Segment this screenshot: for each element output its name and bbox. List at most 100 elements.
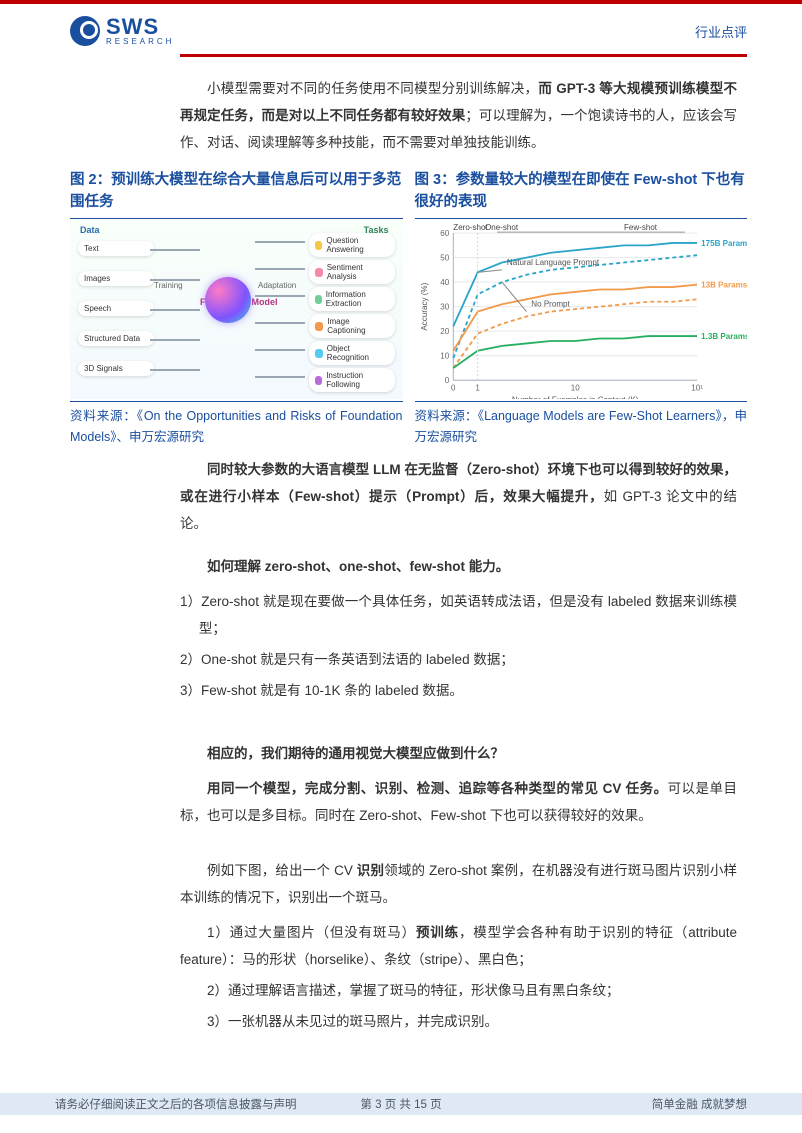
fig2-arrow-icon <box>255 349 305 351</box>
p6-a: 例如下图，给出一个 CV <box>207 863 357 878</box>
p3-heading: 如何理解 zero-shot、one-shot、few-shot 能力。 <box>180 553 737 580</box>
svg-text:Zero-shot: Zero-shot <box>453 223 488 232</box>
fig2-task-swatch-icon <box>315 268 323 277</box>
fig2-label-data: Data <box>80 225 100 235</box>
intro-paragraph: 小模型需要对不同的任务使用不同模型分别训练解决，而 GPT-3 等大规模预训练模… <box>180 75 737 156</box>
fig2-data-pill: Structured Data <box>78 331 154 346</box>
footer-slogan: 简单金融 成就梦想 <box>652 1096 747 1112</box>
figures-row: 图 2：预训练大模型在综合大量信息后可以用于多范围任务 Data Foundat… <box>70 170 747 450</box>
fig2-task-swatch-icon <box>315 349 323 358</box>
p6-bold: 识别 <box>357 863 384 878</box>
figure-3-title: 图 3：参数量较大的模型在即使在 Few-shot 下也有很好的表现 <box>415 170 748 219</box>
fig2-task-swatch-icon <box>315 322 324 331</box>
fig2-data-pill: 3D Signals <box>78 361 154 376</box>
p7-list: 1）通过大量图片（但没有斑马）预训练，模型学会各种有助于识别的特征（attrib… <box>180 919 737 1035</box>
svg-text:1.3B Params: 1.3B Params <box>701 332 747 341</box>
svg-text:0: 0 <box>451 383 456 392</box>
svg-text:13B Params: 13B Params <box>701 281 747 290</box>
svg-text:No Prompt: No Prompt <box>531 300 570 309</box>
p5-paragraph: 用同一个模型，完成分割、识别、检测、追踪等各种类型的常见 CV 任务。可以是单目… <box>180 775 737 829</box>
svg-text:1: 1 <box>475 383 480 392</box>
p3-list-item: 1）Zero-shot 就是现在要做一个具体任务，如英语转成法语，但是没有 la… <box>180 588 737 642</box>
footer: 请务必仔细阅读正文之后的各项信息披露与声明 第 3 页 共 15 页 简单金融 … <box>0 1093 802 1115</box>
p7-item-pre: 1）通过大量图片（但没有斑马） <box>207 925 416 940</box>
footer-page-a: 第 <box>360 1099 375 1111</box>
intro-text-a: 小模型需要对不同的任务使用不同模型分别训练解决， <box>207 81 538 96</box>
fig2-task-pill: Question Answering <box>309 233 395 257</box>
svg-text:20: 20 <box>440 327 449 336</box>
fig2-task-label: Information Extraction <box>326 290 389 308</box>
figure-2-title: 图 2：预训练大模型在综合大量信息后可以用于多范围任务 <box>70 170 403 219</box>
svg-text:Number of Examples in Context: Number of Examples in Context (K) <box>511 395 638 399</box>
p4-heading: 相应的，我们期待的通用视觉大模型应做到什么？ <box>180 740 737 767</box>
header-divider <box>180 54 747 57</box>
fig2-task-label: Question Answering <box>326 236 388 254</box>
footer-page-c: 页 <box>427 1099 442 1111</box>
svg-text:40: 40 <box>440 278 449 287</box>
fig2-task-swatch-icon <box>315 376 323 385</box>
fig2-task-swatch-icon <box>315 241 323 250</box>
fig2-task-swatch-icon <box>315 295 322 304</box>
fig2-center-icon <box>205 277 251 323</box>
header: SWS RESEARCH 行业点评 <box>0 4 802 54</box>
logo: SWS RESEARCH <box>70 16 174 46</box>
fig2-data-pill: Text <box>78 241 154 256</box>
fig2-task-pill: Image Captioning <box>309 314 395 338</box>
svg-text:0: 0 <box>444 376 449 385</box>
fig2-label-training: Training <box>154 281 183 290</box>
fig2-arrow-icon <box>255 241 305 243</box>
doc-category: 行业点评 <box>695 22 747 41</box>
p7-list-item: 2）通过理解语言描述，掌握了斑马的特征，形状像马且有黑白条纹； <box>180 977 737 1004</box>
fig2-data-pill: Images <box>78 271 154 286</box>
svg-text:10¹: 10¹ <box>691 383 703 392</box>
fig2-task-label: Sentiment Analysis <box>327 263 389 281</box>
p5-bold: 用同一个模型，完成分割、识别、检测、追踪等各种类型的常见 CV 任务。 <box>207 781 668 796</box>
footer-page-t: 15 <box>414 1099 427 1111</box>
fig2-arrow-icon <box>255 322 305 324</box>
fig2-arrow-icon <box>255 268 305 270</box>
figure-2-image: Data Foundation Model Tasks Training Ada… <box>70 219 403 399</box>
fig2-arrow-icon <box>150 369 200 371</box>
fig2-task-pill: Object Recognition <box>309 341 395 365</box>
logo-mark-icon <box>70 16 100 46</box>
svg-text:Accuracy (%): Accuracy (%) <box>420 282 429 330</box>
fig2-task-label: Image Captioning <box>327 317 388 335</box>
p3-list-item: 3）Few-shot 就是有 10-1K 条的 labeled 数据。 <box>180 677 737 704</box>
fig2-arrow-icon <box>255 376 305 378</box>
p7-item-pre: 3）一张机器从未见过的斑马照片，并完成识别。 <box>207 1014 498 1029</box>
figure-2-source: 资料来源：《On the Opportunities and Risks of … <box>70 401 403 450</box>
p3-list-item: 2）One-shot 就是只有一条英语到法语的 labeled 数据； <box>180 646 737 673</box>
fig2-arrow-icon <box>150 279 200 281</box>
svg-text:One-shot: One-shot <box>484 223 518 232</box>
figure-3: 图 3：参数量较大的模型在即使在 Few-shot 下也有很好的表现 01020… <box>415 170 748 450</box>
footer-pagination: 第 3 页 共 15 页 <box>360 1096 441 1112</box>
svg-text:175B Params: 175B Params <box>701 239 747 248</box>
p7-item-pre: 2）通过理解语言描述，掌握了斑马的特征，形状像马且有黑白条纹； <box>207 983 620 998</box>
svg-text:50: 50 <box>440 254 449 263</box>
fig2-label-adaptation: Adaptation <box>258 281 296 290</box>
logo-text-big: SWS <box>106 16 174 38</box>
p3-list: 1）Zero-shot 就是现在要做一个具体任务，如英语转成法语，但是没有 la… <box>180 588 737 704</box>
p7-list-item: 3）一张机器从未见过的斑马照片，并完成识别。 <box>180 1008 737 1035</box>
footer-disclaimer: 请务必仔细阅读正文之后的各项信息披露与声明 <box>55 1096 297 1112</box>
fig2-arrow-icon <box>150 249 200 251</box>
svg-text:10: 10 <box>440 352 449 361</box>
svg-text:10: 10 <box>570 383 579 392</box>
paragraph-llm-zeroshot: 同时较大参数的大语言模型 LLM 在无监督（Zero-shot）环境下也可以得到… <box>180 456 737 537</box>
fig2-arrow-icon <box>150 339 200 341</box>
p7-list-item: 1）通过大量图片（但没有斑马）预训练，模型学会各种有助于识别的特征（attrib… <box>180 919 737 973</box>
fig2-data-pill: Speech <box>78 301 154 316</box>
figure-3-source: 资料来源：《Language Models are Few-Shot Learn… <box>415 401 748 450</box>
logo-text-small: RESEARCH <box>106 38 174 46</box>
fig2-task-pill: Sentiment Analysis <box>309 260 395 284</box>
figure-3-chart: 0102030405060011010¹Zero-shotOne-shotFew… <box>415 219 748 399</box>
svg-text:Few-shot: Few-shot <box>623 223 657 232</box>
fig2-task-pill: Instruction Following <box>309 368 395 392</box>
fig2-arrow-icon <box>150 309 200 311</box>
svg-text:Natural Language Prompt: Natural Language Prompt <box>506 258 599 267</box>
figure-2: 图 2：预训练大模型在综合大量信息后可以用于多范围任务 Data Foundat… <box>70 170 403 450</box>
svg-text:60: 60 <box>440 229 449 238</box>
p6-paragraph: 例如下图，给出一个 CV 识别领域的 Zero-shot 案例，在机器没有进行斑… <box>180 857 737 911</box>
fig2-task-label: Instruction Following <box>326 371 388 389</box>
fig2-task-pill: Information Extraction <box>309 287 395 311</box>
